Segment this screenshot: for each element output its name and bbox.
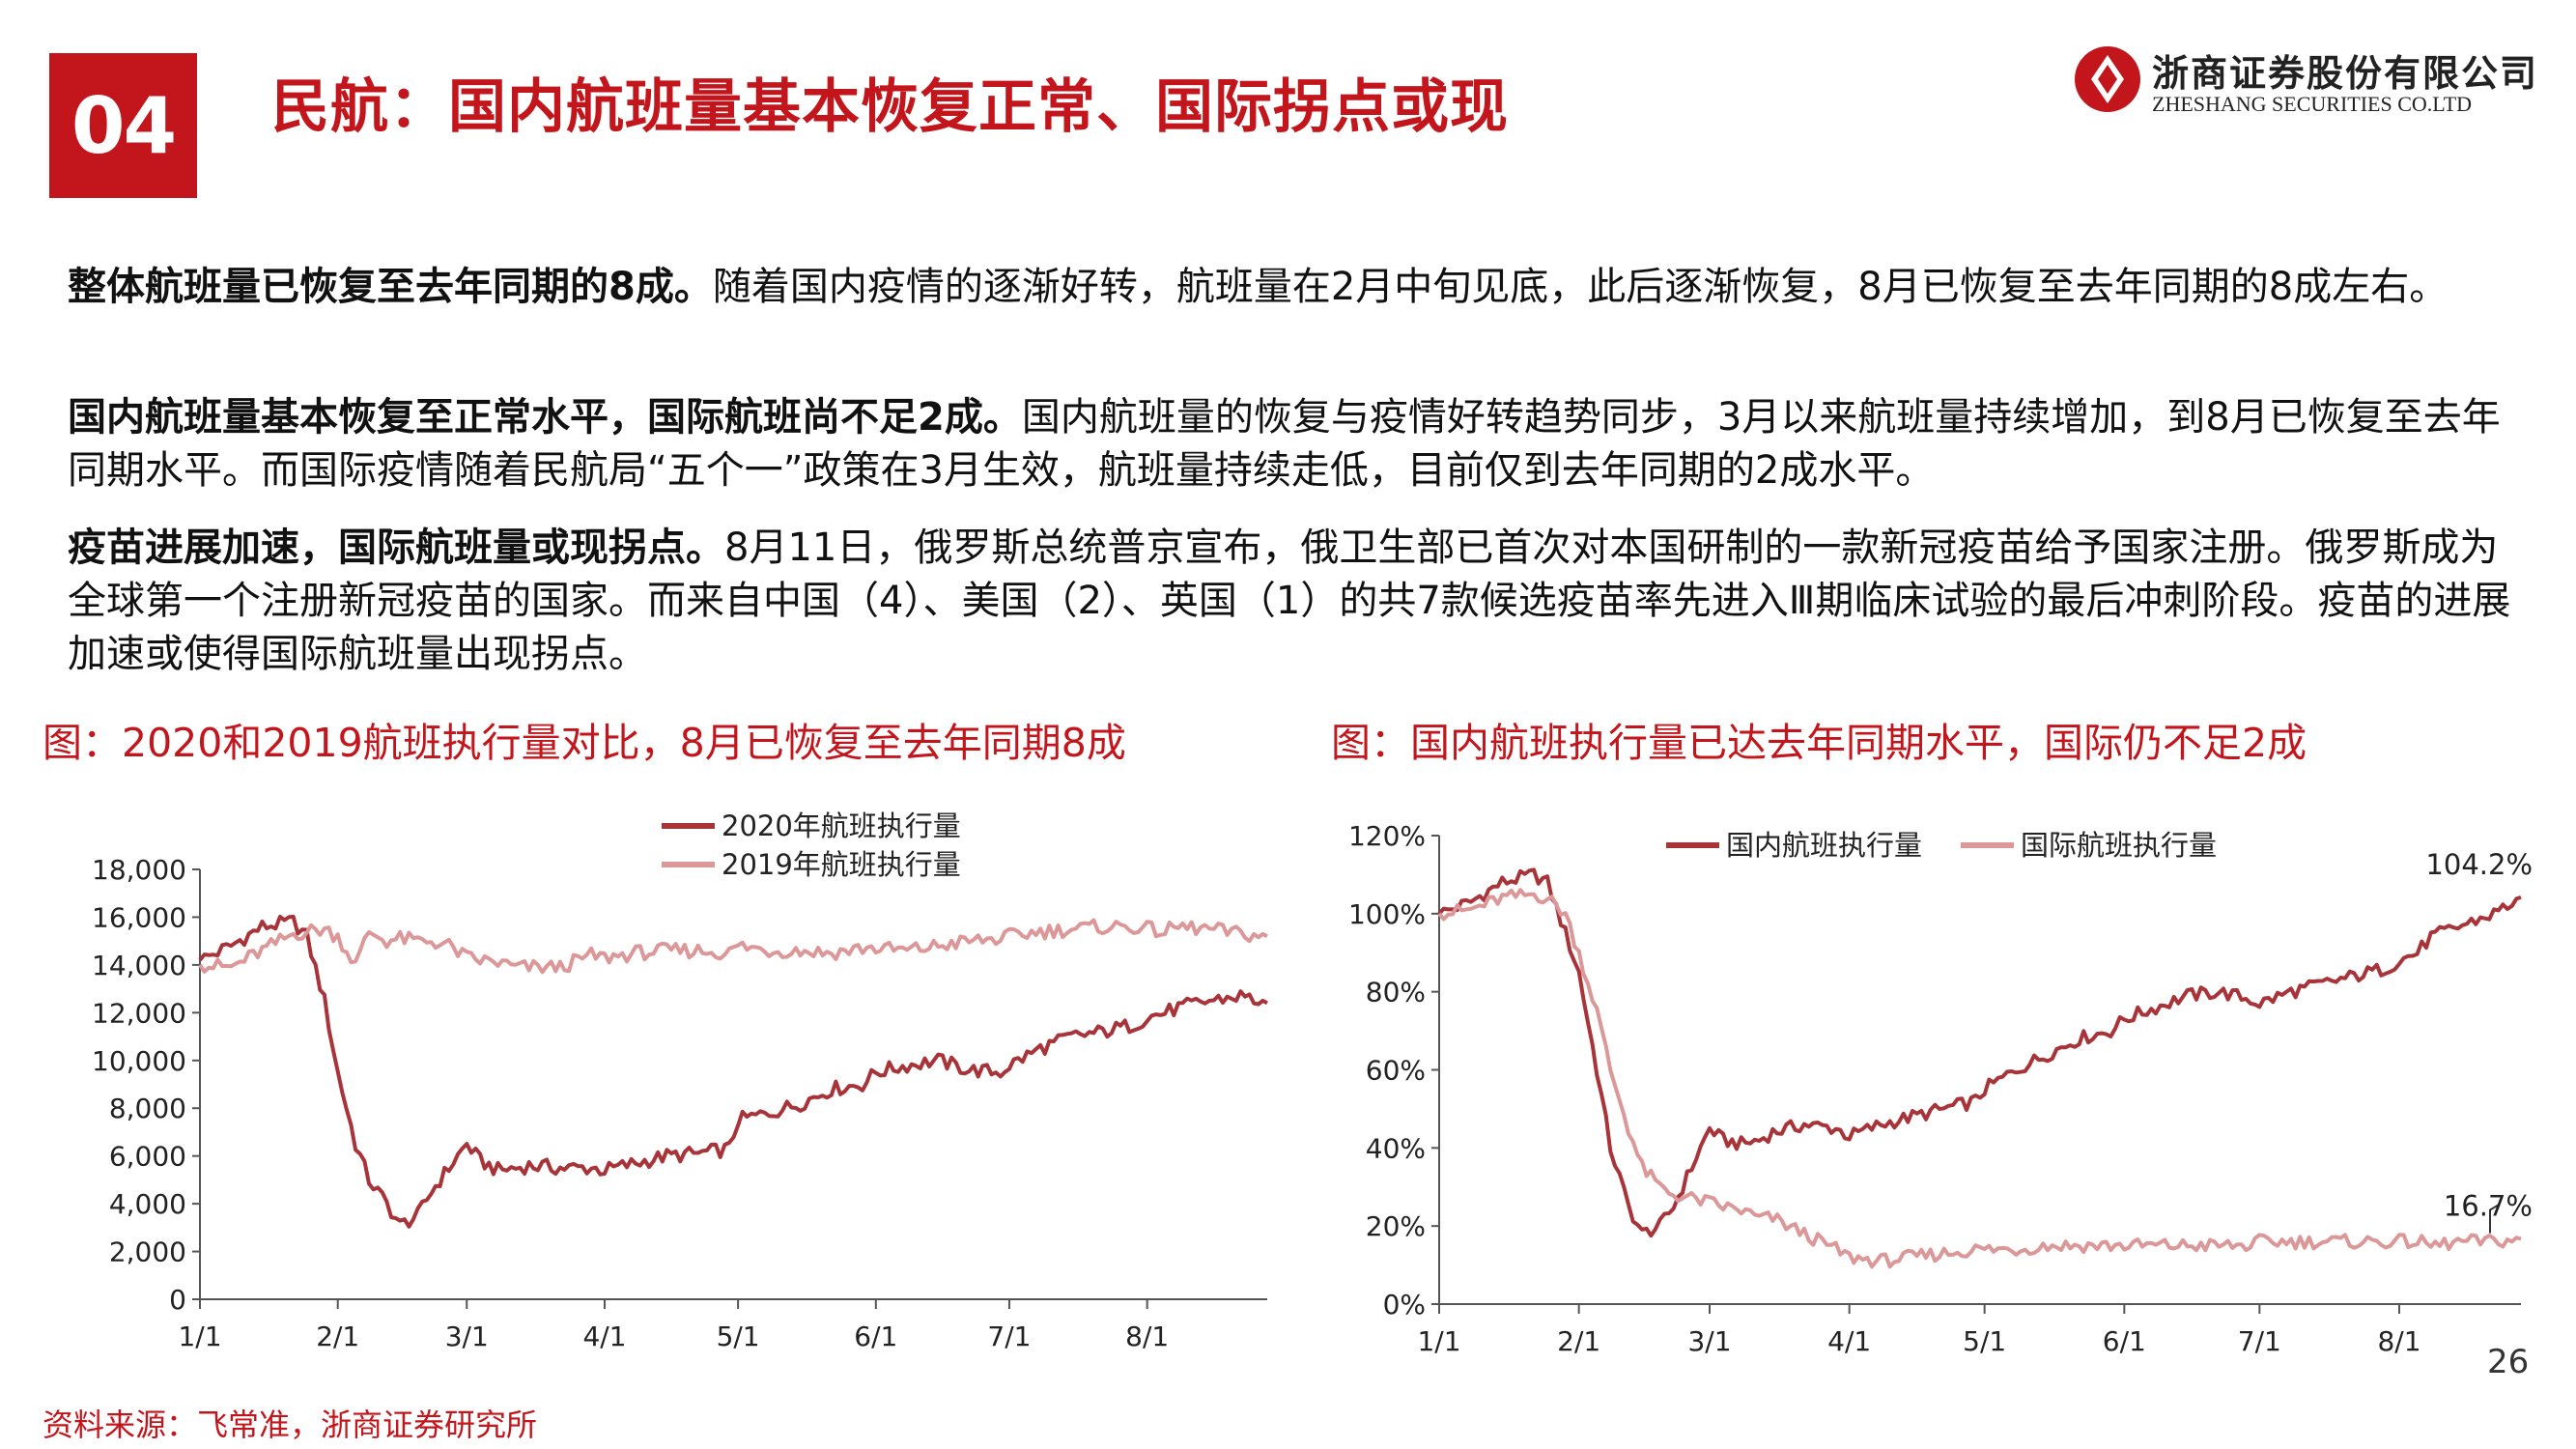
zheshang-logo-icon [2075, 46, 2140, 112]
section-number-badge: 04 [49, 53, 197, 198]
series-line-2 [198, 918, 1268, 975]
page-title: 民航：国内航班量基本恢复正常、国际拐点或现 [271, 73, 1509, 141]
right-line-chart: 0% 20% 40% 60% 80% 100% 120% 1/1 2/1 3/1 4/1 5/1 6/1… [1348, 820, 2533, 1357]
series-line-2 [1437, 888, 2522, 1269]
paragraph-3-body: 8月11日，俄罗斯总统普京宣布，俄卫生部已首次对本国研制的一款新冠疫苗给予国家注… [68, 526, 2511, 676]
legend-label-2: 2019年航班执行量 [722, 848, 961, 881]
paragraph-1-body: 随着国内疫情的逐渐好转，航班量在2月中旬见底，此后逐渐恢复，8月已恢复至去年同期… [712, 265, 2449, 309]
company-logo: 浙商证券股份有限公司 ZHESHANG SECURITIES CO.LTD [2072, 43, 2539, 121]
series-line-1 [1437, 867, 2522, 1238]
annotation-international-value: 16.7% [2444, 1190, 2533, 1223]
x-tick-label: 5/1 [717, 1321, 760, 1352]
x-tick-label: 1/1 [1417, 1325, 1460, 1357]
right-figure-title: 图：国内航班执行量已达去年同期水平，国际仍不足2成 [1331, 720, 2307, 766]
annotation-leader-line [2489, 1203, 2501, 1234]
logo-company-name: 浙商证券股份有限公司 [2152, 52, 2539, 95]
paragraph-3-lead: 疫苗进展加速，国际航班量或现拐点。 [68, 526, 724, 570]
y-tick-label: 18,000 [92, 854, 186, 886]
x-tick-label: 8/1 [1125, 1321, 1169, 1352]
x-tick-label: 5/1 [1963, 1325, 2006, 1357]
x-tick-label: 7/1 [2238, 1325, 2281, 1357]
paragraph-1: 整体航班量已恢复至去年同期的8成。随着国内疫情的逐渐好转，航班量在2月中旬见底，… [68, 261, 2521, 314]
paragraph-2-body: 国内航班量的恢复与疫情好转趋势同步，3月以来航班量持续增加，到8月已恢复至去年同… [68, 395, 2501, 493]
y-tick-label: 12,000 [92, 997, 186, 1029]
legend-label-1: 国内航班执行量 [1726, 829, 1922, 862]
paragraph-1-lead: 整体航班量已恢复至去年同期的8成。 [68, 265, 713, 309]
y-tick-label: 0 [169, 1284, 186, 1316]
source-note: 资料来源：飞常准，浙商证券研究所 [42, 1406, 538, 1443]
logo-company-english: ZHESHANG SECURITIES CO.LTD [2152, 92, 2473, 116]
x-tick-label: 6/1 [2103, 1325, 2146, 1357]
left-line-chart: 0 2,000 4,000 6,000 8,000 10,000 12,000 14,000 1… [92, 810, 1268, 1352]
y-tick-label: 10,000 [92, 1045, 186, 1077]
x-tick-label: 4/1 [582, 1321, 626, 1352]
y-tick-label: 8,000 [109, 1093, 186, 1124]
x-tick-label: 3/1 [445, 1321, 489, 1352]
y-tick-label: 60% [1366, 1055, 1426, 1087]
legend-label-2: 国际航班执行量 [2021, 829, 2217, 862]
y-tick-label: 100% [1348, 898, 1426, 930]
x-tick-label: 4/1 [1827, 1325, 1871, 1357]
y-tick-label: 2,000 [109, 1236, 186, 1268]
annotation-domestic-value: 104.2% [2425, 848, 2533, 881]
legend-label-1: 2020年航班执行量 [722, 810, 961, 842]
left-figure-title: 图：2020和2019航班执行量对比，8月已恢复至去年同期8成 [42, 720, 1126, 766]
y-tick-label: 120% [1348, 820, 1426, 852]
x-tick-label: 2/1 [1557, 1325, 1600, 1357]
paragraph-2-lead: 国内航班量基本恢复至正常水平，国际航班尚不足2成。 [68, 395, 1022, 440]
x-tick-label: 1/1 [178, 1321, 221, 1352]
y-tick-label: 4,000 [109, 1188, 186, 1220]
y-tick-label: 16,000 [92, 901, 186, 933]
page-number: 26 [2487, 1343, 2530, 1381]
y-tick-label: 6,000 [109, 1141, 186, 1173]
y-tick-label: 0% [1383, 1289, 1426, 1321]
series-line-1 [198, 914, 1268, 1229]
paragraph-3: 疫苗进展加速，国际航班量或现拐点。8月11日，俄罗斯总统普京宣布，俄卫生部已首次… [68, 522, 2521, 681]
x-tick-label: 8/1 [2377, 1325, 2420, 1357]
x-tick-label: 3/1 [1687, 1325, 1731, 1357]
y-tick-label: 20% [1366, 1210, 1426, 1242]
x-tick-label: 2/1 [316, 1321, 359, 1352]
x-tick-label: 7/1 [987, 1321, 1031, 1352]
y-tick-label: 40% [1366, 1132, 1426, 1164]
y-tick-label: 80% [1366, 977, 1426, 1009]
x-tick-label: 6/1 [854, 1321, 897, 1352]
y-tick-label: 14,000 [92, 950, 186, 981]
paragraph-2: 国内航班量基本恢复至正常水平，国际航班尚不足2成。国内航班量的恢复与疫情好转趋势… [68, 391, 2521, 497]
